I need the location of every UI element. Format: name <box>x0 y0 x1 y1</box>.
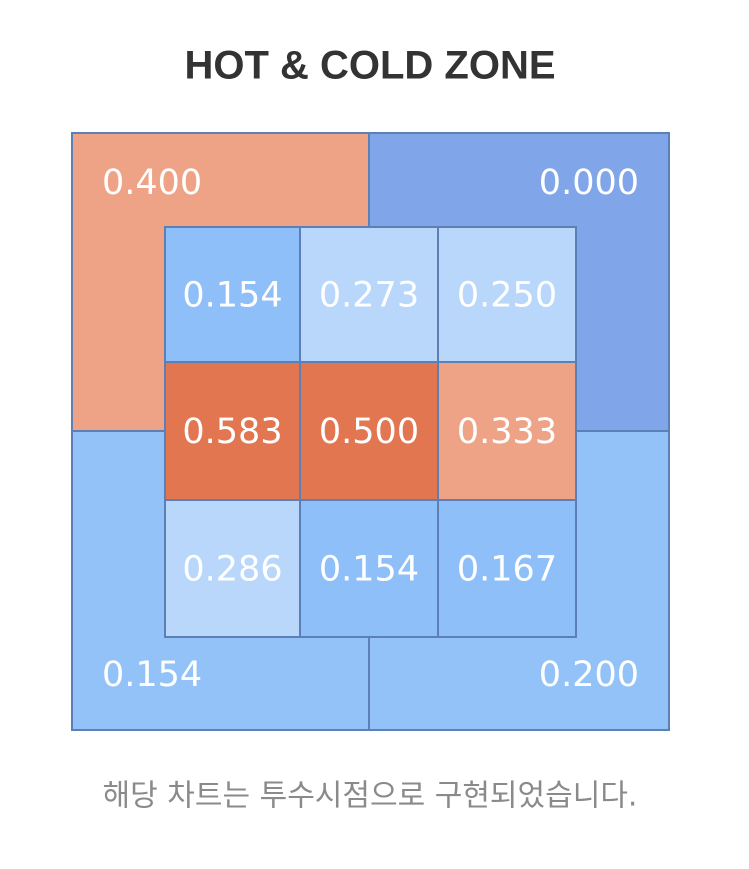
inner-zone-value: 0.167 <box>457 550 557 590</box>
inner-zone <box>299 226 439 363</box>
inner-zone <box>164 361 301 501</box>
inner-zone-value: 0.333 <box>457 412 557 452</box>
outer-zone-value: 0.200 <box>539 655 639 695</box>
inner-zone-value: 0.250 <box>457 276 557 316</box>
outer-zone-value: 0.400 <box>102 163 202 203</box>
inner-zone <box>299 499 439 638</box>
outer-zone-value: 0.000 <box>539 163 639 203</box>
title: HOT & COLD ZONE <box>184 44 555 88</box>
inner-zone <box>437 499 577 638</box>
outer-zone-value: 0.154 <box>102 655 202 695</box>
inner-zone-value: 0.154 <box>182 276 282 316</box>
inner-zone-value: 0.154 <box>319 550 419 590</box>
inner-zone-value: 0.286 <box>182 550 282 590</box>
inner-zone-value: 0.500 <box>319 412 419 452</box>
inner-zone-value: 0.273 <box>319 276 419 316</box>
caption: 해당 차트는 투수시점으로 구현되었습니다. <box>103 779 638 814</box>
inner-zone <box>437 361 577 501</box>
inner-zone-value: 0.583 <box>182 412 282 452</box>
